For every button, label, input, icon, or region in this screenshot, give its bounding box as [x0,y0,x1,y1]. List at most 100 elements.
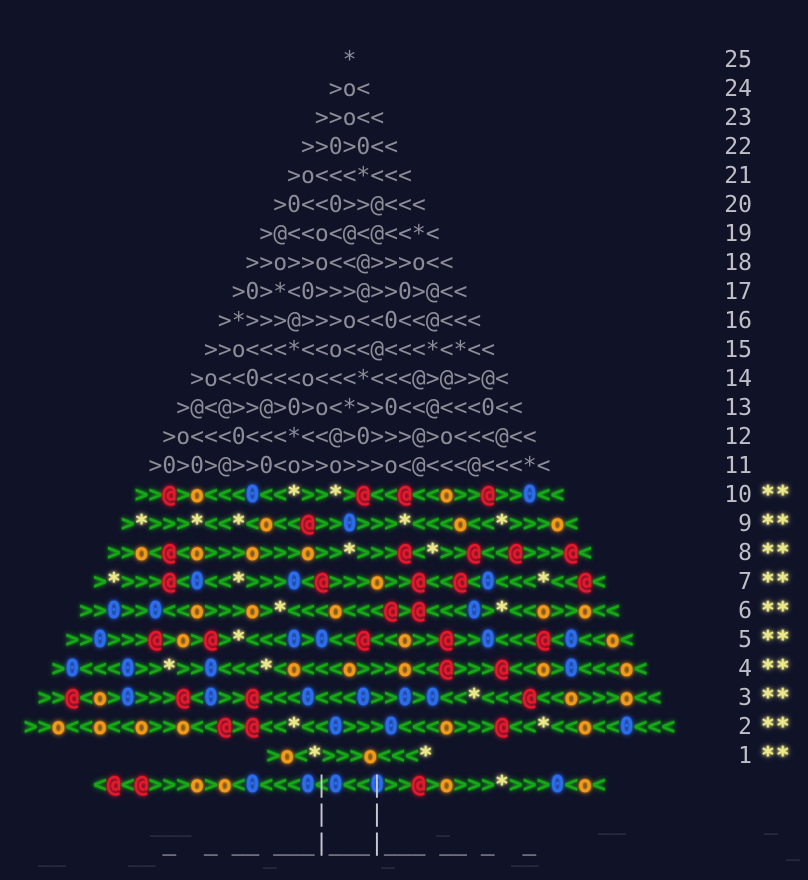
tree-char: > [425,366,440,392]
tree-char: > [217,627,232,653]
tree-char: > [231,453,246,479]
tree-char: > [342,453,357,479]
tree-char: < [564,714,579,740]
tree-char: o [578,598,593,624]
tree-char: < [273,337,288,363]
tree-char: > [342,482,357,508]
tree-char: > [162,511,177,537]
tree-char: > [328,308,343,334]
tree-char: < [377,743,392,769]
tree-char: < [550,482,565,508]
lit-row-marker: ** [761,714,791,740]
tree-char: o [342,105,357,131]
tree-char: < [273,685,288,711]
tree-char: 0 [564,627,579,653]
tree-char: < [398,192,412,218]
tree-row-12: >o<<<0<<<*<<@>0>>>@>o<<<@<< [10,423,689,452]
ground-row: _ _ __ ___|___|___ __ _ _ [10,830,537,856]
tree-char: < [370,598,385,624]
lit-row-marker: ** [761,511,791,537]
tree-char: < [190,685,204,711]
tree-char: < [245,656,260,682]
tree-char: > [203,772,218,798]
tree-char: 0 [259,453,274,479]
tree-char: > [550,598,565,624]
tree-char: < [439,395,454,421]
tree-char: 0 [328,772,343,798]
tree-char: o [398,656,412,682]
tree-char: < [356,221,371,247]
tree-char: < [508,627,523,653]
tree-char: < [203,569,218,595]
tree-char: < [495,366,509,392]
tree-row-20: >0<<0>>@<<< [10,191,689,220]
tree-char: > [356,714,371,740]
tree-char: * [425,337,440,363]
tree-char: 0 [203,656,218,682]
trunk-row: | | [10,772,384,798]
tree-char: 0 [162,453,177,479]
tree-char: 0 [245,279,260,305]
tree-char: * [287,337,301,363]
tree-row-21: >o<<<*<<< [10,162,689,191]
tree-char: @ [411,569,426,595]
tree-char: @ [356,482,371,508]
tree-char: < [245,511,260,537]
tree-char: < [273,772,288,798]
tree-char: 0 [300,685,315,711]
tree-char: < [536,685,551,711]
tree-char: < [314,192,329,218]
tree-char: < [522,714,537,740]
tree-char: < [217,656,232,682]
tree-char: @ [425,308,440,334]
tree-char: > [536,540,551,566]
tree-char: > [134,656,149,682]
tree-char: o [287,656,301,682]
tree-char: 0 [398,279,412,305]
tree-char: > [37,685,52,711]
tree-char: < [522,569,537,595]
row-number-23: 23 [724,105,752,131]
tree-char: > [453,482,468,508]
tree-char: > [37,714,52,740]
row-number-9: 9 [738,511,752,537]
tree-char: 0 [398,685,412,711]
tree-char: * [328,482,343,508]
tree-char: < [356,308,371,334]
tree-char: < [411,656,426,682]
tree-char: > [314,453,329,479]
tree-char: @ [564,540,579,566]
tree-char: < [273,656,288,682]
tree-char: < [287,279,301,305]
tree-char: o [273,250,288,276]
tree-char: @ [370,192,385,218]
tree-char: @ [106,772,121,798]
tree-char: < [370,366,385,392]
tree-char: < [273,627,288,653]
tree-char: 0 [148,598,163,624]
tree-char: @ [217,714,232,740]
tree-char: * [453,337,468,363]
tree-char: < [404,743,419,769]
tree-char: < [356,105,371,131]
tree-char: @ [411,424,426,450]
tree-char: > [120,511,135,537]
row-number-8: 8 [738,540,752,566]
tree-char: @ [411,598,426,624]
tree-char: > [300,453,315,479]
tree-char: < [439,598,454,624]
tree-char: < [259,685,274,711]
tree-char: > [384,511,398,537]
tree-char: > [314,279,329,305]
tree-char: > [176,482,191,508]
tree-char: < [439,511,454,537]
tree-char: > [398,772,412,798]
tree-char: 0 [287,569,301,595]
tree-char: > [134,482,149,508]
tree-char: > [148,482,163,508]
tree-char: o [619,685,634,711]
tree-char: > [93,569,107,595]
tree-char: < [328,366,343,392]
tree-char: o [550,511,565,537]
